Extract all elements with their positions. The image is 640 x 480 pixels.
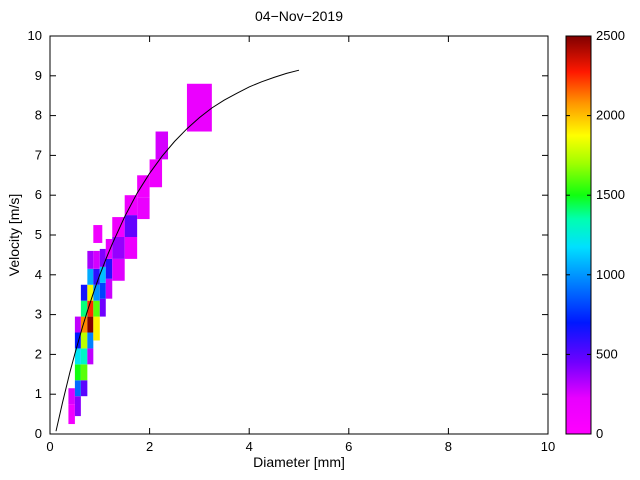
heatmap-cell	[68, 404, 75, 425]
heatmap-cell	[149, 159, 163, 188]
colorbar-tick-label: 1000	[596, 267, 625, 282]
y-tick-label: 8	[35, 108, 42, 123]
y-tick-label: 6	[35, 187, 42, 202]
heatmap-cell	[99, 266, 106, 283]
heatmap-cell	[124, 236, 138, 259]
heatmap-cell	[137, 175, 150, 198]
heatmap-cell	[87, 316, 94, 333]
heatmap-cell	[93, 300, 100, 317]
chart-title: 04−Nov−2019	[255, 8, 343, 24]
heatmap-cell	[105, 258, 113, 279]
y-tick-label: 1	[35, 386, 42, 401]
heatmap-cell	[80, 348, 88, 365]
x-tick-label: 8	[445, 439, 452, 454]
colorbar-gradient	[566, 36, 591, 434]
x-tick-label: 6	[345, 439, 352, 454]
y-tick-label: 9	[35, 68, 42, 83]
heatmap-cell	[112, 236, 125, 259]
heatmap-cell	[93, 316, 100, 341]
heatmap-cell	[80, 284, 88, 301]
heatmap-cell	[105, 238, 113, 259]
heatmap-cell	[87, 300, 94, 317]
heatmap-cell	[87, 268, 94, 285]
colorbar-tick-label: 2500	[596, 28, 625, 43]
heatmap-cell	[80, 316, 88, 333]
y-tick-label: 4	[35, 267, 42, 282]
heatmap-cell	[93, 225, 103, 243]
colorbar-tick-label: 500	[596, 346, 618, 361]
heatmap-cell	[105, 278, 113, 299]
x-tick-label: 2	[146, 439, 153, 454]
x-tick-label: 10	[541, 439, 555, 454]
heatmap-cell	[112, 217, 125, 237]
y-tick-label: 3	[35, 307, 42, 322]
heatmap-cell	[74, 332, 81, 349]
heatmap-cell	[93, 250, 100, 269]
heatmap-cell	[99, 298, 106, 317]
colorbar-border	[565, 35, 592, 435]
axis-tick-labels: 0 2 4 6 8 10 0 1 2 3 4 5 6 7 8 9 10	[28, 28, 556, 454]
x-axis-label: Diameter [mm]	[253, 454, 345, 470]
heatmap-cell	[99, 248, 106, 267]
heatmap-cell	[74, 348, 81, 365]
heatmap-cell	[80, 300, 88, 317]
heatmap-cell	[124, 215, 138, 237]
heatmap-cell	[68, 388, 75, 405]
heatmap-cell	[80, 364, 88, 381]
y-tick-label: 2	[35, 346, 42, 361]
heatmap-cell	[74, 364, 81, 381]
y-tick-label: 5	[35, 227, 42, 242]
y-axis-label: Velocity [m/s]	[6, 193, 22, 277]
colorbar-labels: 0 500 1000 1500 2000 2500	[566, 28, 625, 441]
heatmap-cell	[87, 332, 94, 349]
x-tick-label: 4	[246, 439, 253, 454]
heatmap-cell	[186, 83, 212, 132]
heatmap-cell	[99, 282, 106, 299]
colorbar-tick-label: 0	[596, 426, 603, 441]
heatmap-cell	[87, 348, 94, 365]
heatmap-cell	[112, 258, 125, 281]
heatmap-cell	[74, 380, 81, 397]
y-tick-label: 10	[28, 28, 42, 43]
heatmap-cell	[93, 268, 100, 285]
heatmap-cell	[74, 396, 81, 417]
y-tick-label: 7	[35, 147, 42, 162]
colorbar-tick-label: 2000	[596, 108, 625, 123]
heatmap-cell	[80, 380, 88, 397]
heatmap-cells	[68, 83, 212, 425]
heatmap-cell	[93, 284, 100, 301]
axis-ticks	[49, 35, 549, 435]
heatmap-cell	[87, 250, 94, 269]
colorbar-tick-label: 1500	[596, 187, 625, 202]
heatmap-cell	[155, 131, 169, 160]
heatmap-cell	[87, 284, 94, 301]
terminal-velocity-curve	[55, 69, 300, 432]
heatmap-cell	[137, 197, 150, 220]
x-tick-label: 0	[46, 439, 53, 454]
heatmap-cell	[74, 316, 81, 333]
heatmap-cell	[80, 332, 88, 349]
y-tick-label: 0	[35, 426, 42, 441]
